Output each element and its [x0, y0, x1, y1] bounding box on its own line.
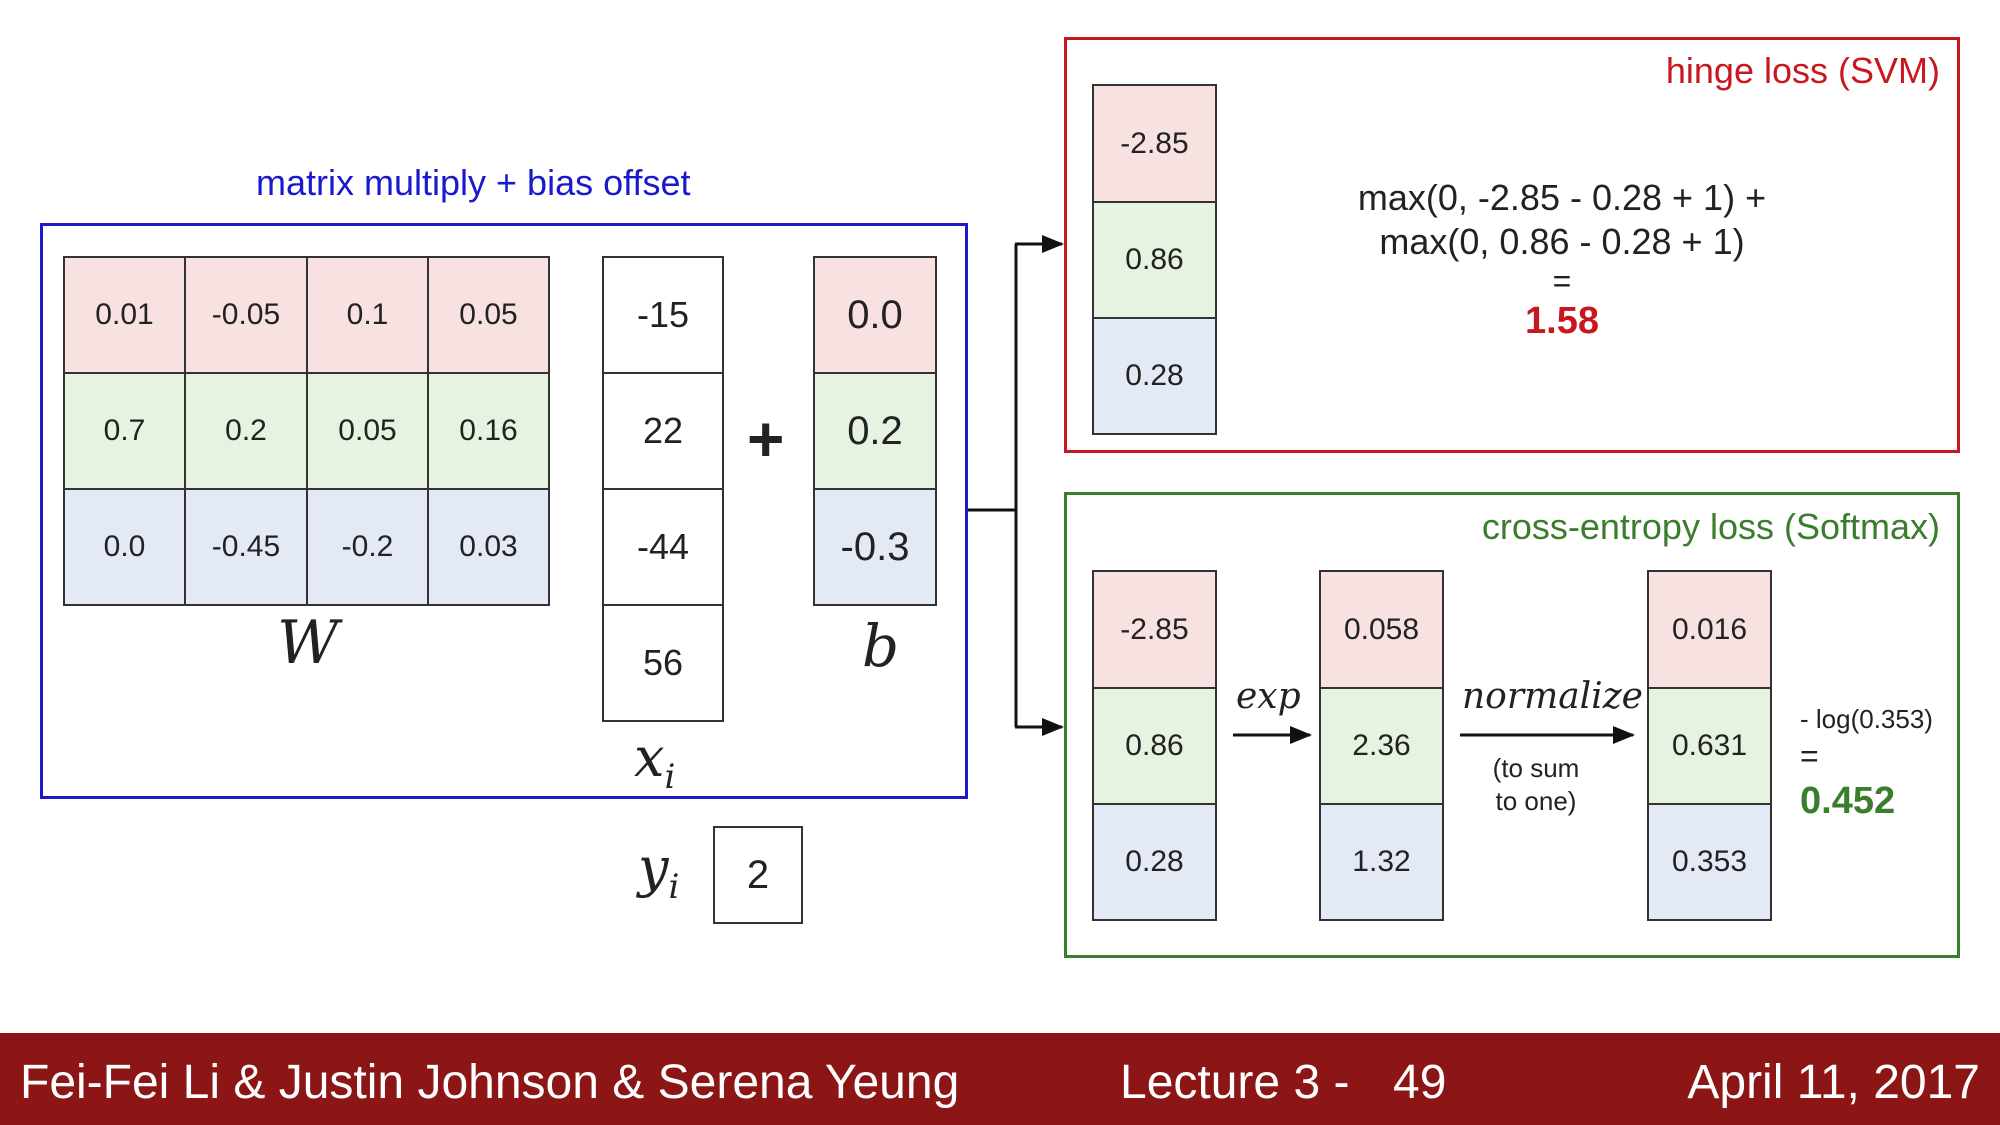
- footer-authors: Fei-Fei Li & Justin Johnson & Serena Yeu…: [20, 1056, 960, 1109]
- w-cell: 0.16: [427, 372, 550, 490]
- exp-cell: 0.058: [1319, 570, 1444, 689]
- w-cell: -0.05: [184, 256, 308, 374]
- exp-cell: 2.36: [1319, 687, 1444, 805]
- x-cell: -44: [602, 488, 724, 606]
- x-cell: 22: [602, 372, 724, 490]
- hinge-loss-title: hinge loss (SVM): [1665, 50, 1940, 91]
- softmax-result: 0.452: [1800, 780, 1896, 822]
- plus-sign: +: [747, 403, 785, 475]
- w-cell: 0.01: [63, 256, 186, 374]
- footer-lecture: Lecture 3 -: [1120, 1056, 1350, 1109]
- score-cell: -2.85: [1092, 84, 1217, 203]
- exp-label: exp: [1236, 676, 1301, 717]
- softmax-loss-expr: - log(0.353): [1800, 704, 1933, 734]
- normalize-note-line1: (to sum: [1492, 753, 1580, 783]
- matmul-panel: [40, 223, 968, 799]
- b-cell: -0.3: [813, 488, 937, 606]
- w-cell: -0.45: [184, 488, 308, 606]
- w-cell: 0.7: [63, 372, 186, 490]
- slide-footer: Fei-Fei Li & Justin Johnson & Serena Yeu…: [0, 1033, 2000, 1125]
- w-cell: 0.2: [184, 372, 308, 490]
- prob-cell: 0.353: [1647, 803, 1772, 921]
- score-cell: -2.85: [1092, 570, 1217, 689]
- softmax-loss-panel: [1064, 492, 1960, 958]
- hinge-loss-panel: [1064, 37, 1960, 453]
- prob-cell: 0.016: [1647, 570, 1772, 689]
- x-cell: -15: [602, 256, 724, 374]
- input-vector-label: xi: [634, 726, 676, 797]
- prob-cell: 0.631: [1647, 687, 1772, 805]
- exp-cell: 1.32: [1319, 803, 1444, 921]
- x-cell: 56: [602, 604, 724, 722]
- w-cell: 0.1: [306, 256, 429, 374]
- bias-vector-label: b: [862, 612, 900, 680]
- w-cell: -0.2: [306, 488, 429, 606]
- matmul-panel-title: matrix multiply + bias offset: [256, 162, 691, 203]
- hinge-result: 1.58: [1525, 300, 1599, 342]
- score-cell: 0.28: [1092, 317, 1217, 435]
- hinge-formula: max(0, -2.85 - 0.28 + 1) + max(0, 0.86 -…: [1262, 176, 1862, 344]
- footer-page-number: 49: [1393, 1056, 1447, 1109]
- w-cell: 0.03: [427, 488, 550, 606]
- b-cell: 0.0: [813, 256, 937, 374]
- footer-date: April 11, 2017: [1687, 1056, 1980, 1109]
- score-cell: 0.86: [1092, 687, 1217, 805]
- score-cell: 0.28: [1092, 803, 1217, 921]
- w-cell: 0.05: [306, 372, 429, 490]
- score-cell: 0.86: [1092, 201, 1217, 319]
- normalize-label: normalize: [1462, 676, 1643, 717]
- normalize-note-line2: to one): [1495, 786, 1577, 816]
- w-cell: 0.0: [63, 488, 186, 606]
- label-value-box: 2: [713, 826, 803, 924]
- hinge-formula-line2: max(0, 0.86 - 0.28 + 1): [1379, 221, 1745, 262]
- hinge-equals: =: [1552, 263, 1572, 299]
- w-cell: 0.05: [427, 256, 550, 374]
- softmax-loss-title: cross-entropy loss (Softmax): [1481, 506, 1940, 547]
- hinge-formula-line1: max(0, -2.85 - 0.28 + 1) +: [1357, 177, 1767, 218]
- b-cell: 0.2: [813, 372, 937, 490]
- softmax-equals: =: [1800, 738, 1819, 774]
- label-y: yi: [638, 836, 680, 907]
- weight-matrix-label: W: [277, 608, 339, 678]
- normalize-note: (to sum to one): [1466, 752, 1606, 818]
